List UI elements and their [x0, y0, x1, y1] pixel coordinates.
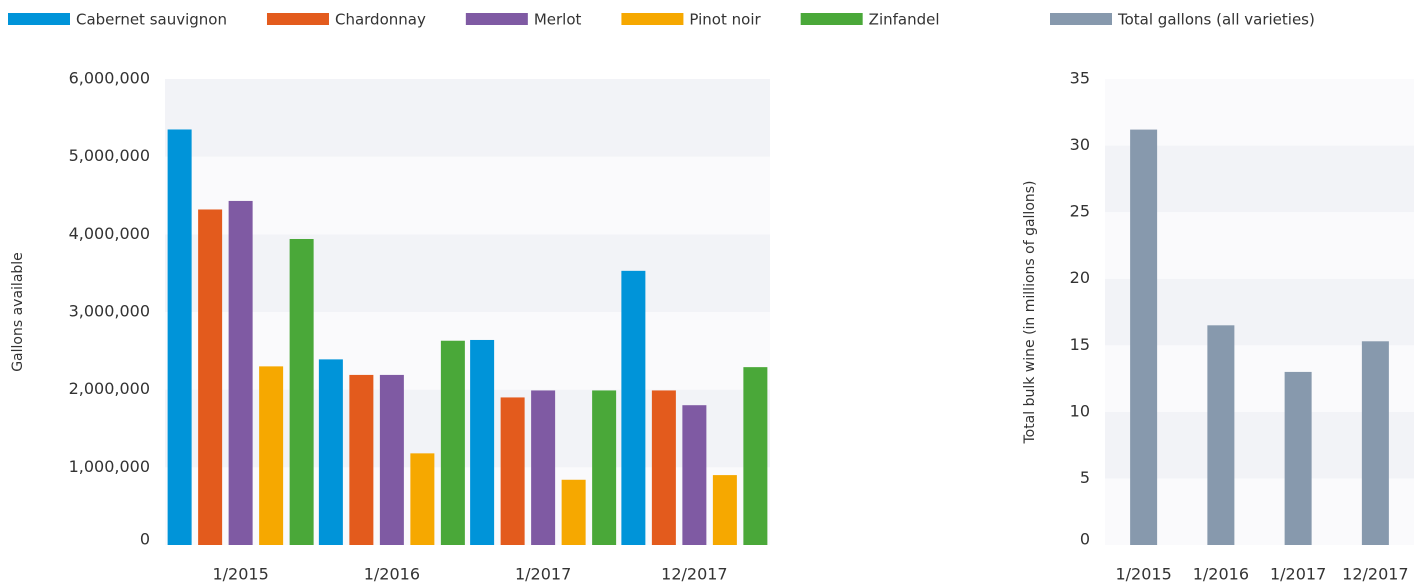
legend-label: Pinot noir [689, 11, 761, 29]
y-tick-label: 3,000,000 [69, 302, 150, 321]
bar [228, 200, 253, 546]
y-tick-label: 1,000,000 [69, 457, 150, 476]
bar [1130, 129, 1158, 545]
bar [500, 397, 525, 545]
legend-swatch [621, 13, 684, 25]
bar [1284, 371, 1312, 545]
y-tick-label: 25 [1070, 202, 1090, 221]
bar [1207, 325, 1235, 545]
y-tick-label: 2,000,000 [69, 379, 150, 398]
legend-label: Cabernet sauvignon [76, 11, 227, 29]
x-tick-label: 1/2017 [1270, 565, 1326, 584]
y-tick-label: 4,000,000 [69, 224, 150, 243]
y-tick-label: 5,000,000 [69, 146, 150, 165]
grid-band [165, 467, 770, 545]
legend-label: Zinfandel [869, 11, 940, 29]
bar [349, 374, 374, 545]
x-tick-label: 1/2015 [1115, 565, 1171, 584]
bar [561, 479, 586, 545]
legend-label: Chardonnay [335, 11, 426, 29]
y-tick-label: 5 [1080, 468, 1090, 487]
legend-label: Merlot [534, 11, 582, 29]
y-tick-label: 20 [1070, 268, 1090, 287]
grid-band [165, 312, 770, 390]
bar [651, 390, 676, 545]
y-tick-label: 0 [1080, 530, 1090, 549]
grid-band [165, 156, 770, 235]
grid-band [165, 389, 770, 468]
y-tick-label: 15 [1070, 335, 1090, 354]
bar [259, 366, 284, 545]
bar [470, 339, 495, 545]
grid-band [165, 234, 770, 312]
bar [1361, 341, 1389, 545]
bar [440, 340, 465, 545]
bar [682, 405, 707, 545]
legend-swatch [1050, 13, 1112, 25]
bar [198, 209, 223, 546]
x-tick-label: 1/2015 [212, 565, 268, 584]
y-axis-title: Gallons available [10, 252, 26, 372]
bar [621, 270, 646, 545]
legend-swatch [8, 13, 70, 25]
x-tick-label: 12/2017 [661, 565, 727, 584]
bar [289, 238, 314, 545]
y-tick-label: 10 [1070, 401, 1090, 420]
bar [531, 390, 556, 545]
bar [410, 453, 435, 545]
y-tick-label: 6,000,000 [69, 69, 150, 88]
legend-swatch [800, 13, 863, 25]
bar [592, 390, 617, 545]
bar [318, 359, 343, 545]
x-tick-label: 1/2017 [515, 565, 571, 584]
y-tick-label: 0 [140, 530, 150, 549]
y-tick-label: 30 [1070, 135, 1090, 154]
bar [712, 475, 737, 545]
bar [743, 367, 768, 545]
legend-swatch [266, 13, 329, 25]
bar [379, 374, 404, 545]
x-tick-label: 12/2017 [1342, 565, 1408, 584]
x-tick-label: 1/2016 [364, 565, 420, 584]
y-axis-title: Total bulk wine (in millions of gallons) [1022, 180, 1038, 444]
legend-label: Total gallons (all varieties) [1117, 11, 1315, 29]
grid-band [165, 79, 770, 157]
x-tick-label: 1/2016 [1193, 565, 1249, 584]
y-tick-label: 35 [1070, 69, 1090, 88]
bar [167, 129, 192, 545]
legend-swatch [465, 13, 528, 25]
